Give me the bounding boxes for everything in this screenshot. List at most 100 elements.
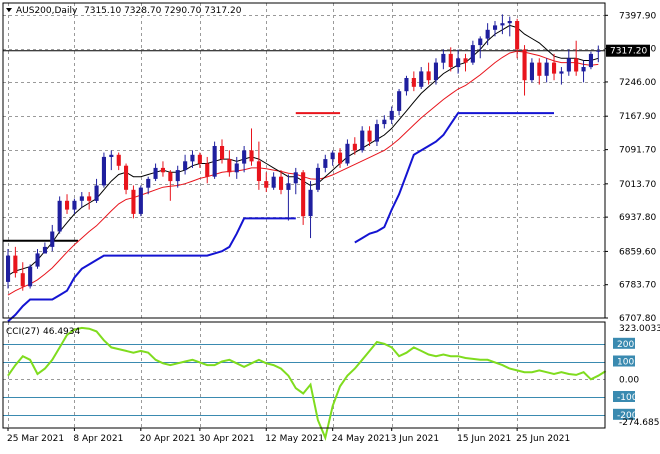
time-tick-label: 12 May 2021	[265, 434, 324, 444]
candle-bull	[153, 163, 158, 182]
candle-body	[256, 161, 261, 181]
candle-body	[79, 196, 84, 201]
candle-bull	[500, 14, 505, 35]
cci-tick-label: 100	[617, 358, 634, 368]
candle-body	[529, 62, 534, 81]
candle-bull	[456, 49, 461, 74]
candle-body	[124, 165, 129, 190]
candle-body	[470, 45, 475, 63]
candle-body	[433, 62, 438, 81]
candle-bull	[183, 154, 188, 175]
candle-bull	[330, 150, 335, 166]
candle-body	[441, 53, 446, 63]
candle-body	[404, 78, 409, 92]
candle-bull	[374, 119, 379, 146]
candle-body	[338, 152, 343, 164]
cci-series	[7, 326, 607, 442]
candle-bear	[205, 156, 210, 184]
collapse-triangle-icon[interactable]	[6, 8, 12, 12]
candle-bear	[426, 62, 431, 85]
candle-bull	[72, 198, 77, 214]
candle-bull	[308, 181, 313, 239]
candle-bull	[175, 165, 180, 188]
candle-bear	[197, 152, 202, 168]
candle-body	[485, 29, 490, 39]
time-tick-label: 25 Mar 2021	[7, 434, 64, 444]
candle-bull	[559, 67, 564, 85]
candle-bull	[360, 126, 365, 153]
flat-level-segments	[3, 112, 341, 242]
candle-body	[72, 200, 77, 210]
candle-bear	[160, 161, 165, 177]
candle-bear	[515, 18, 520, 59]
candle-bear	[301, 170, 306, 225]
candle-body	[360, 130, 365, 151]
candle-bull	[389, 106, 394, 125]
candle-bull	[470, 40, 475, 65]
candle-body	[352, 143, 357, 151]
candle-bull	[242, 145, 247, 173]
candle-bear	[13, 246, 18, 278]
candle-bear	[249, 128, 254, 166]
candle-bear	[463, 53, 468, 72]
price-tick-label: 6783.70	[619, 281, 656, 291]
candle-body	[411, 78, 416, 87]
candle-body	[271, 176, 276, 188]
candle-bull	[42, 242, 47, 254]
indicator-name: CCI(27)	[6, 327, 40, 337]
candle-bear	[220, 139, 225, 164]
cci-level-tag	[613, 337, 635, 349]
price-channel	[7, 112, 554, 323]
candle-body	[596, 50, 601, 52]
cci-level-lines	[3, 344, 605, 416]
candle-bull	[57, 196, 62, 234]
candle-body	[286, 183, 291, 190]
candle-body	[65, 200, 70, 210]
price-tick-label: 6859.60	[619, 247, 656, 257]
candle-bull	[271, 172, 276, 190]
candle-bull	[529, 58, 534, 83]
candle-body	[308, 189, 313, 217]
candle-body	[330, 152, 335, 160]
candle-body	[301, 172, 306, 217]
main-plot-frame	[2, 2, 606, 319]
candle-bull	[382, 115, 387, 129]
cci-level-tag	[613, 408, 635, 420]
cci-line	[7, 326, 607, 442]
candle-body	[234, 163, 239, 173]
candle-body	[515, 21, 520, 50]
cci-level-tag	[613, 391, 635, 402]
candle-body	[389, 110, 394, 120]
candle-bear	[124, 163, 129, 195]
candle-body	[315, 167, 320, 190]
candle-bull	[478, 36, 483, 59]
candle-bear	[448, 47, 453, 72]
candle-body	[160, 167, 165, 173]
candle-bear	[279, 170, 284, 195]
candle-body	[87, 196, 92, 201]
cci-tick-label: 0.00	[619, 375, 639, 385]
candle-body	[566, 58, 571, 72]
chart-header: AUS200,Daily 7315.10 7328.70 7290.70 731…	[6, 6, 242, 16]
candle-body	[13, 255, 18, 274]
candle-body	[500, 23, 505, 26]
candle-bear	[338, 148, 343, 168]
candle-bull	[50, 224, 55, 252]
candle-body	[264, 181, 269, 188]
candle-bull	[212, 141, 217, 179]
candle-body	[242, 150, 247, 164]
candle-bull	[588, 51, 593, 70]
candle-bull	[234, 156, 239, 179]
cci-tick-label: 323.0033	[619, 324, 660, 334]
candle-bull	[507, 16, 512, 37]
candle-bear	[87, 192, 92, 210]
candle-bull	[138, 185, 143, 217]
candle-bull	[35, 249, 40, 269]
candle-bear	[352, 137, 357, 155]
candle-body	[101, 156, 106, 186]
last-price-tag-box	[606, 44, 650, 57]
cci-level-tag	[613, 355, 635, 367]
candle-bear	[552, 53, 557, 81]
candle-bull	[493, 20, 498, 37]
